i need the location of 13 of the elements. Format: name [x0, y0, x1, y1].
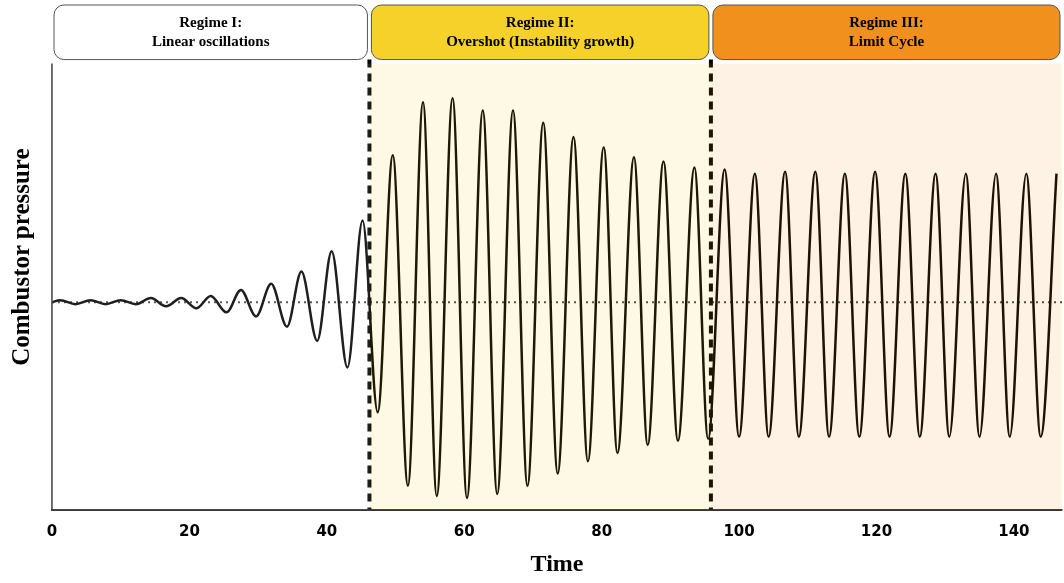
- x-tick-label: 100: [723, 522, 755, 541]
- x-axis-title: Time: [530, 549, 584, 576]
- x-tick-label: 120: [860, 522, 893, 541]
- x-tick-label: 40: [316, 522, 338, 541]
- x-tick-label: 80: [591, 522, 613, 541]
- x-tick-label: 0: [46, 522, 58, 541]
- x-tick-label: 60: [453, 522, 475, 541]
- x-tick-label: 20: [178, 522, 200, 541]
- x-tick-label: 140: [998, 522, 1030, 541]
- y-axis-title: Combustor pressure: [7, 148, 35, 366]
- band-label: Regime I: Linear oscillations: [151, 13, 270, 49]
- band-label: Regime II: Overshot (Instability growth): [446, 13, 635, 50]
- band-label: Regime III: Limit Cycle: [848, 13, 925, 49]
